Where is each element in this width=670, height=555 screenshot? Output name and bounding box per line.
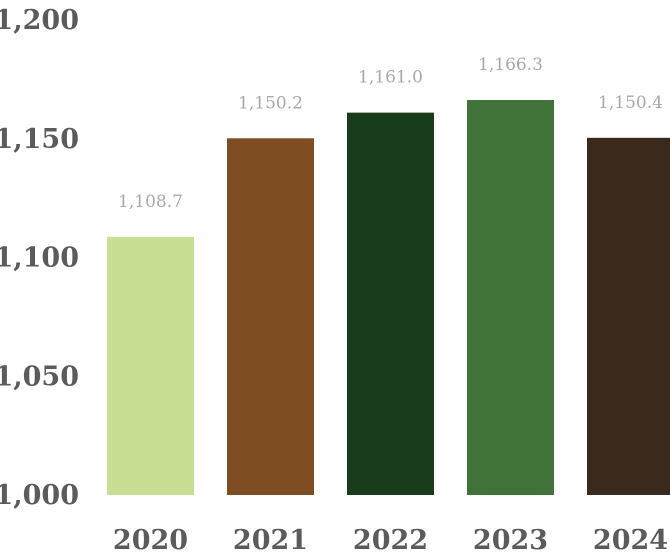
y-tick-label: 1,150: [0, 124, 79, 155]
data-label-2020: 1,108.7: [118, 192, 183, 212]
bar-2023: [467, 100, 554, 495]
data-label-2021: 1,150.2: [238, 93, 303, 113]
x-tick-label: 2024: [593, 525, 668, 555]
y-axis: 1,000 1,050 1,100 1,150 1,200: [0, 5, 79, 511]
data-label-2022: 1,161.0: [358, 68, 423, 88]
data-label-2023: 1,166.3: [478, 55, 543, 75]
data-labels: 1,108.7 1,150.2 1,161.0 1,166.3 1,150.4: [118, 55, 663, 212]
bar-2022: [347, 112, 434, 495]
x-tick-label: 2021: [233, 525, 308, 555]
y-tick-label: 1,050: [0, 361, 79, 392]
x-axis: 2020 2021 2022 2023 2024: [113, 525, 668, 555]
bar-2021: [227, 138, 314, 495]
y-tick-label: 1,200: [0, 5, 79, 36]
data-label-2024: 1,150.4: [598, 93, 663, 113]
bar-2024: [587, 137, 670, 496]
y-tick-label: 1,000: [0, 480, 79, 511]
x-tick-label: 2023: [473, 525, 548, 555]
x-tick-label: 2022: [353, 525, 428, 555]
y-tick-label: 1,100: [0, 243, 79, 274]
bar-2020: [107, 236, 194, 495]
x-tick-label: 2020: [113, 525, 188, 555]
bars: [107, 100, 670, 496]
